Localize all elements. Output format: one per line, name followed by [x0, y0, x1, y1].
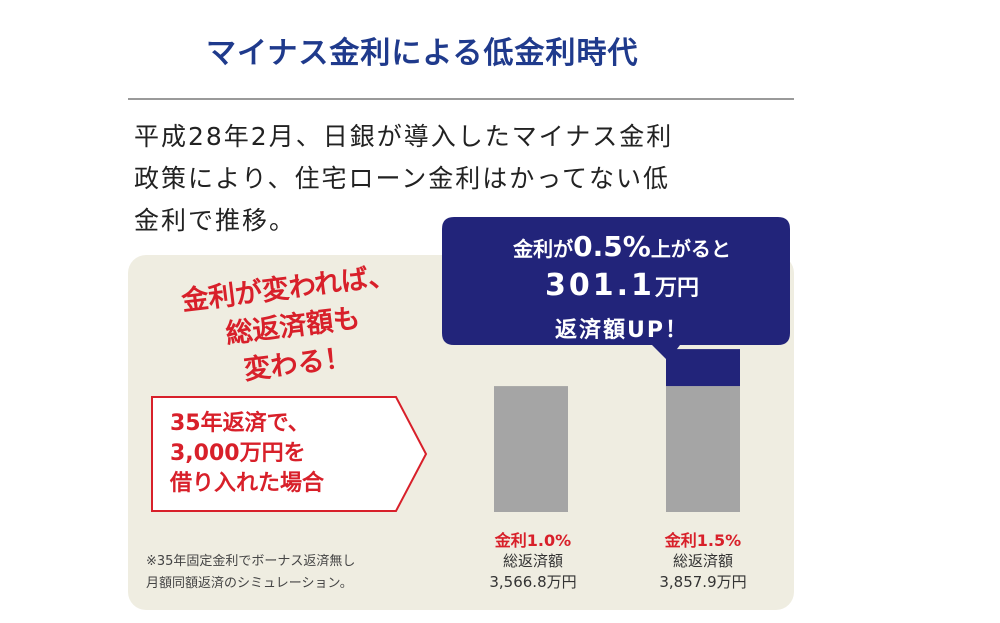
callout-line3: 返済額UP！ — [555, 318, 689, 343]
bar-base-2 — [666, 386, 740, 512]
callout-bubble — [442, 217, 790, 361]
category-sublabel: 総返済額 — [502, 552, 563, 570]
category-rate: 金利1.0% — [494, 531, 572, 550]
category-value: 3,857.9万円 — [659, 573, 747, 591]
title-divider — [128, 98, 794, 100]
callout-line1: 金利が0.5%上がると — [452, 230, 792, 263]
callout-amount: 301.1万円 — [452, 268, 792, 303]
case-text: 35年返済で、 3,000万円を 借り入れた場合 — [170, 411, 325, 496]
callout-suffix: 上がると — [650, 237, 731, 261]
callout-amount-number: 301.1 — [545, 268, 655, 303]
arrow-box-shape — [151, 396, 428, 512]
bar-chart — [494, 349, 740, 512]
footnote: ※35年固定金利でボーナス返済無し 月額同額返済のシミュレーション。 — [146, 554, 356, 591]
callout-prefix: 金利が — [513, 237, 574, 261]
intro-text: 平成28年2月、日銀が導入したマイナス金利 政策により、住宅ローン金利はかってな… — [134, 122, 674, 235]
bar-increase-2 — [666, 349, 740, 387]
category-label-1: 金利1.0% 総返済額 3,566.8万円 — [448, 530, 618, 593]
callout-rate: 0.5% — [573, 230, 651, 263]
category-sublabel: 総返済額 — [672, 552, 733, 570]
bar-base-1 — [494, 386, 568, 512]
case-arrow-box: 35年返済で、 3,000万円を 借り入れた場合 — [150, 395, 430, 513]
category-label-2: 金利1.5% 総返済額 3,857.9万円 — [618, 530, 788, 593]
category-value: 3,566.8万円 — [489, 573, 577, 591]
category-rate: 金利1.5% — [664, 531, 742, 550]
callout-amount-unit: 万円 — [654, 276, 699, 301]
page-title: マイナス金利による低金利時代 — [206, 36, 639, 71]
